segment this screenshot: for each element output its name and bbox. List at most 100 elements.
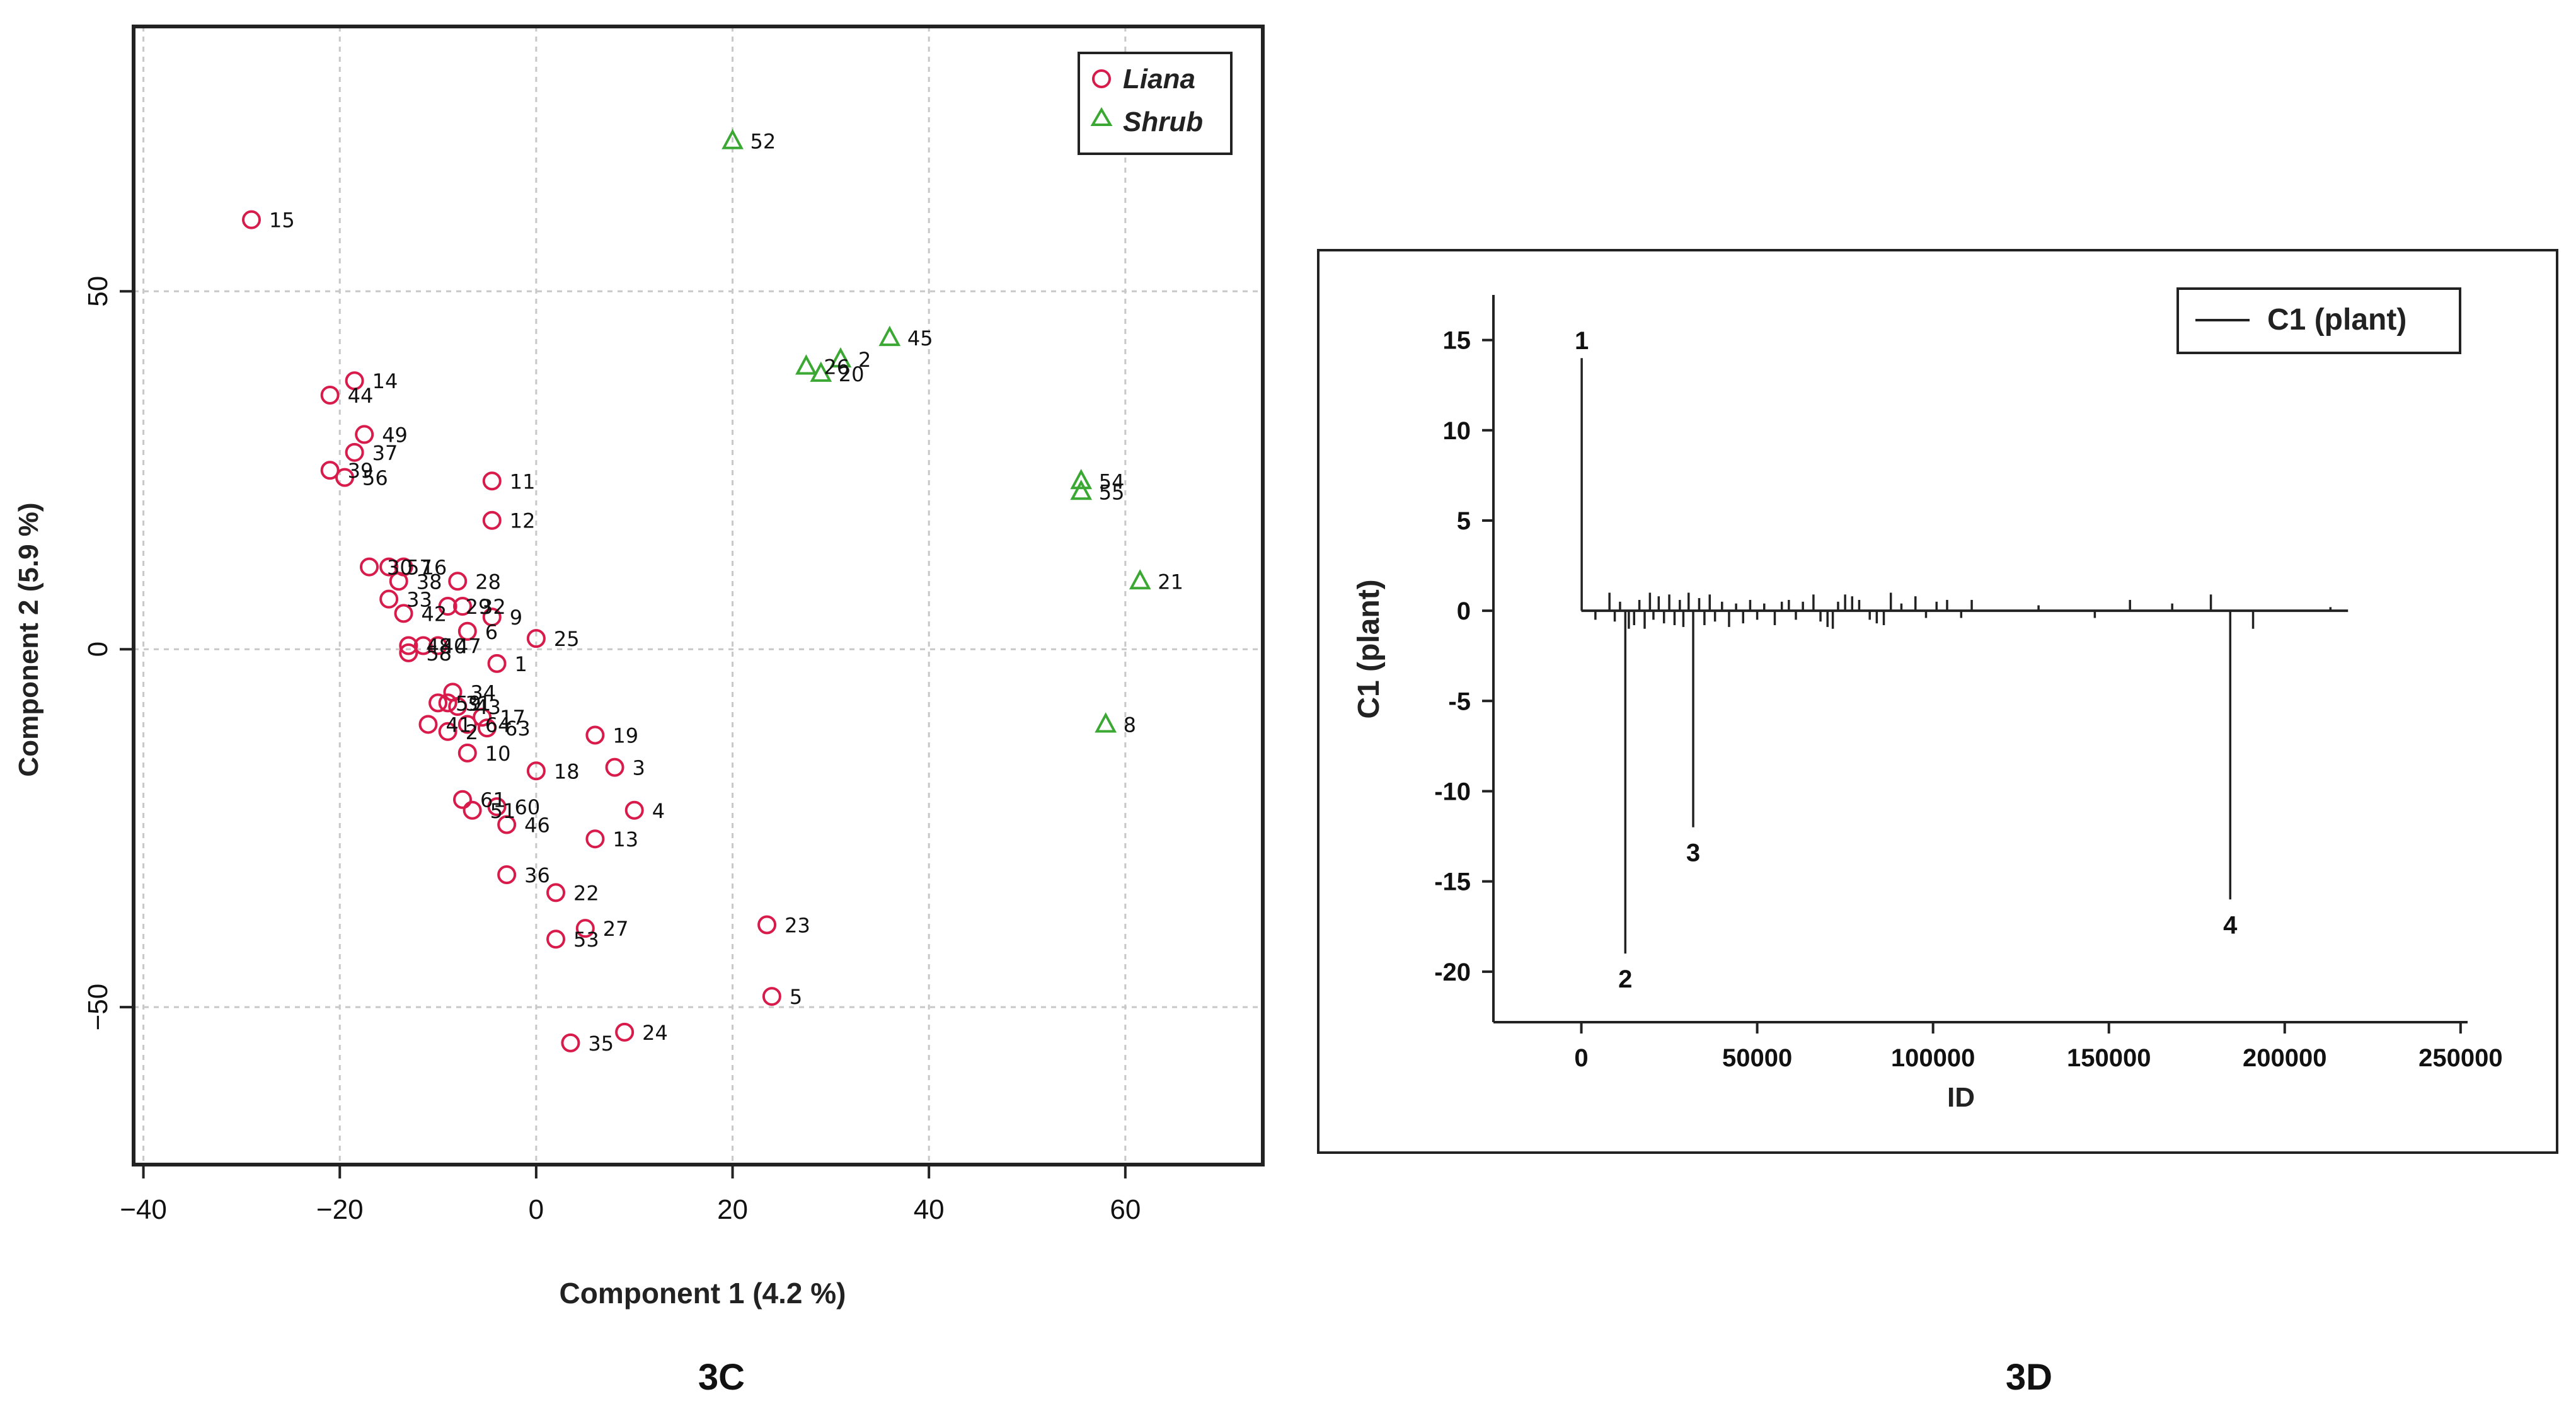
y-tick-label: -20 bbox=[1434, 959, 1471, 986]
point-label: 64 bbox=[485, 713, 511, 737]
y-tick-label: 0 bbox=[83, 642, 113, 657]
point-label: 33 bbox=[406, 588, 432, 612]
point-label: 22 bbox=[573, 881, 599, 905]
x-axis-label: ID bbox=[1947, 1082, 1975, 1113]
shrub-point bbox=[810, 361, 832, 382]
panel-caption-3c: 3C bbox=[698, 1357, 745, 1398]
liana-point bbox=[457, 621, 477, 641]
y-tick-label: 0 bbox=[1457, 597, 1471, 625]
liana-point bbox=[605, 757, 624, 777]
axis-ticks: −40 −20 0 20 40 60 −50 0 50 bbox=[83, 276, 1141, 1225]
liana-point bbox=[585, 725, 605, 745]
liana-point bbox=[418, 715, 438, 734]
liana-point bbox=[355, 425, 374, 444]
liana-point bbox=[379, 589, 399, 609]
shrub-point bbox=[878, 325, 901, 347]
point-label: 46 bbox=[524, 813, 550, 837]
point-label: 6 bbox=[485, 620, 498, 644]
liana-point bbox=[453, 597, 473, 616]
liana-point bbox=[448, 572, 468, 591]
point-label: 3 bbox=[633, 756, 645, 780]
data-points bbox=[241, 129, 1151, 1052]
y-tick-label: -15 bbox=[1434, 868, 1471, 896]
legend-label: C1 (plant) bbox=[2267, 303, 2406, 337]
x-tick-label: 50000 bbox=[1722, 1044, 1792, 1072]
point-label: 36 bbox=[524, 863, 550, 887]
legend-liana-label: Liana bbox=[1123, 64, 1195, 95]
point-label: 58 bbox=[426, 642, 452, 665]
axis-ticks: 0 50000 100000 150000 200000 250000 15 10 5 0 -5 -1… bbox=[1434, 327, 2502, 1072]
panel-3d-frame bbox=[1317, 249, 2558, 1154]
point-label: 11 bbox=[510, 469, 536, 493]
shrub-point bbox=[1129, 569, 1151, 590]
spikes bbox=[1580, 358, 2349, 954]
point-label: 30 bbox=[387, 556, 413, 580]
point-label: 2 bbox=[466, 720, 478, 744]
liana-point bbox=[482, 608, 502, 627]
point-label: 24 bbox=[642, 1021, 668, 1045]
point-label: 37 bbox=[372, 441, 398, 465]
point-label: 43 bbox=[475, 695, 501, 719]
x-tick-label: 150000 bbox=[2067, 1044, 2151, 1072]
point-label: 27 bbox=[603, 917, 629, 941]
shrub-point bbox=[722, 129, 744, 149]
point-label: 60 bbox=[515, 795, 541, 819]
liana-point bbox=[438, 597, 457, 616]
peak-annotation: 4 bbox=[2223, 911, 2238, 939]
x-axis-label: Component 1 (4.2 %) bbox=[560, 1277, 846, 1310]
point-label: 2 bbox=[858, 348, 871, 372]
point-label: 55 bbox=[1099, 480, 1125, 504]
liana-point bbox=[359, 557, 379, 577]
x-tick-label: −40 bbox=[120, 1194, 167, 1225]
liana-point bbox=[526, 761, 546, 781]
point-label: 1 bbox=[515, 652, 527, 676]
legend-shrub-label: Shrub bbox=[1123, 107, 1203, 137]
legend: C1 (plant) bbox=[2176, 287, 2461, 354]
y-tick-label: -10 bbox=[1434, 778, 1471, 805]
y-tick-label: 50 bbox=[83, 276, 113, 307]
liana-point bbox=[438, 693, 457, 713]
shrub-point bbox=[795, 354, 817, 375]
shrub-point bbox=[1070, 480, 1093, 500]
point-label: 51 bbox=[490, 799, 516, 823]
liana-point bbox=[615, 1022, 635, 1042]
panel-caption-3d: 3D bbox=[2006, 1357, 2052, 1398]
liana-point bbox=[487, 654, 507, 673]
liana-point bbox=[345, 371, 364, 391]
liana-point bbox=[438, 722, 457, 741]
point-label: 32 bbox=[480, 595, 506, 619]
liana-point bbox=[320, 461, 340, 480]
point-label: 31 bbox=[466, 691, 492, 715]
point-label: 8 bbox=[1124, 713, 1136, 737]
liana-point bbox=[497, 815, 517, 834]
point-label: 26 bbox=[824, 355, 849, 379]
shrub-point bbox=[1070, 469, 1093, 490]
peak-annotations: 1 2 3 4 bbox=[1575, 327, 2238, 993]
peak-annotation: 2 bbox=[1618, 965, 1632, 993]
point-label: 23 bbox=[785, 913, 810, 937]
point-label: 49 bbox=[382, 423, 408, 447]
peak-annotation: 1 bbox=[1575, 327, 1589, 355]
liana-point bbox=[585, 829, 605, 849]
point-label: 35 bbox=[588, 1032, 614, 1056]
x-tick-label: −20 bbox=[316, 1194, 364, 1225]
x-tick-label: 40 bbox=[914, 1194, 945, 1225]
point-label: 14 bbox=[372, 369, 398, 393]
y-tick-label: 5 bbox=[1457, 507, 1471, 535]
point-label: 20 bbox=[839, 362, 865, 386]
point-label: 25 bbox=[554, 627, 580, 651]
liana-point bbox=[477, 718, 497, 738]
point-label: 41 bbox=[446, 713, 471, 737]
spike-panel-3d: 0 50000 100000 150000 200000 250000 15 10 5 0 -5 -1… bbox=[1317, 249, 2558, 1398]
liana-point bbox=[320, 385, 340, 405]
liana-point bbox=[428, 693, 448, 713]
liana-point bbox=[546, 883, 566, 902]
point-label: 38 bbox=[417, 570, 442, 594]
liana-point bbox=[575, 919, 595, 938]
y-tick-label: -5 bbox=[1448, 688, 1471, 715]
legend: Liana Shrub bbox=[1078, 52, 1233, 155]
point-label: 18 bbox=[554, 759, 580, 783]
point-label: 57 bbox=[406, 556, 432, 580]
liana-point bbox=[399, 643, 418, 662]
